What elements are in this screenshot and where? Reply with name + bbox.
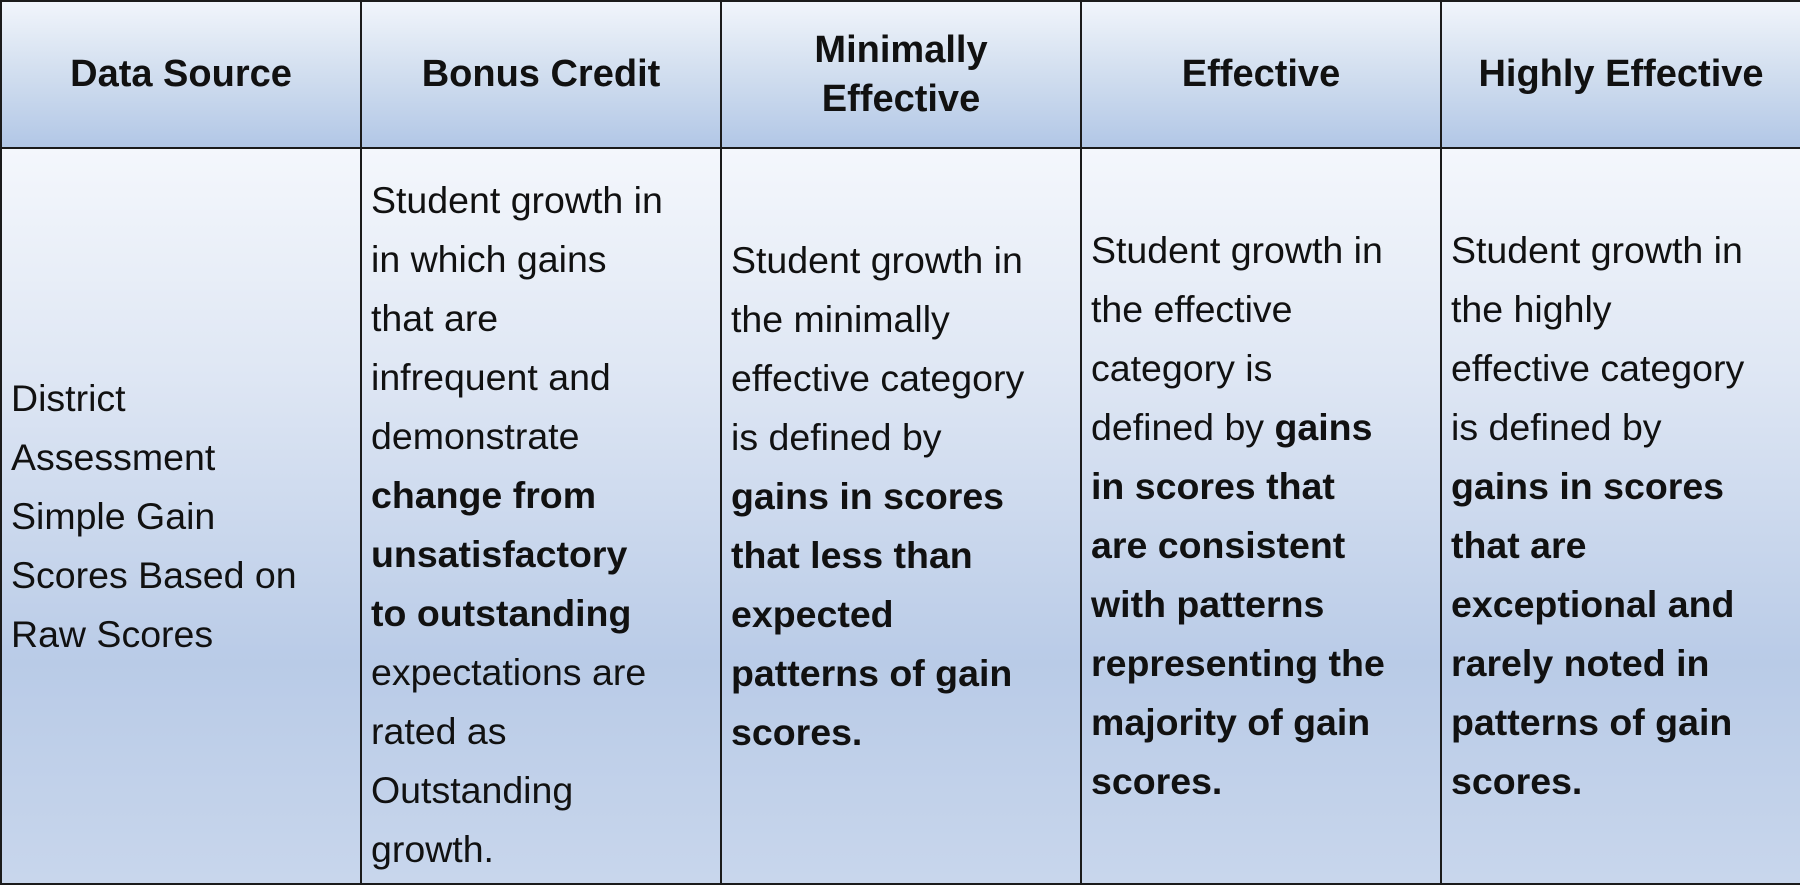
- header-row: Data Source Bonus Credit Minimally Effec…: [0, 0, 1800, 149]
- header-effective-label: Effective: [1181, 53, 1341, 95]
- header-minimally-effective: Minimally Effective: [720, 0, 1082, 149]
- header-effective: Effective: [1080, 0, 1442, 149]
- cell-bonus-credit: Student growth in in which gains that ar…: [360, 147, 722, 885]
- data-source-text: District Assessment Simple Gain Scores B…: [11, 376, 297, 655]
- header-data-source-label: Data Source: [70, 53, 292, 95]
- bonus-credit-text: Student growth in in which gains that ar…: [371, 179, 663, 457]
- minimally-effective-bold-text: gains in scores that less than expected …: [731, 474, 1013, 753]
- bonus-credit-bold-text: change from unsatisfactory to outstandin…: [371, 474, 632, 634]
- effective-bold-text: gains in scores that are consistent with…: [1091, 406, 1385, 802]
- highly-effective-text: Student growth in the highly effective c…: [1451, 229, 1745, 448]
- cell-highly-effective: Student growth in the highly effective c…: [1440, 147, 1800, 885]
- cell-minimally-effective: Student growth in the minimally effectiv…: [720, 147, 1082, 885]
- header-highly-effective: Highly Effective: [1440, 0, 1800, 149]
- header-bonus-credit: Bonus Credit: [360, 0, 722, 149]
- cell-effective: Student growth in the effective category…: [1080, 147, 1442, 885]
- header-minimally-effective-label: Minimally Effective: [814, 28, 988, 120]
- bonus-credit-text-end: expectations are rated as Outstanding gr…: [371, 651, 647, 870]
- highly-effective-bold-text: gains in scores that are exceptional and…: [1451, 465, 1735, 802]
- header-data-source: Data Source: [0, 0, 362, 149]
- header-highly-effective-label: Highly Effective: [1478, 53, 1764, 95]
- effective-text: Student growth in the effective category…: [1091, 229, 1383, 448]
- table-row: District Assessment Simple Gain Scores B…: [0, 147, 1800, 885]
- cell-data-source: District Assessment Simple Gain Scores B…: [0, 147, 362, 885]
- header-bonus-credit-label: Bonus Credit: [421, 53, 661, 95]
- minimally-effective-text: Student growth in the minimally effectiv…: [731, 238, 1025, 458]
